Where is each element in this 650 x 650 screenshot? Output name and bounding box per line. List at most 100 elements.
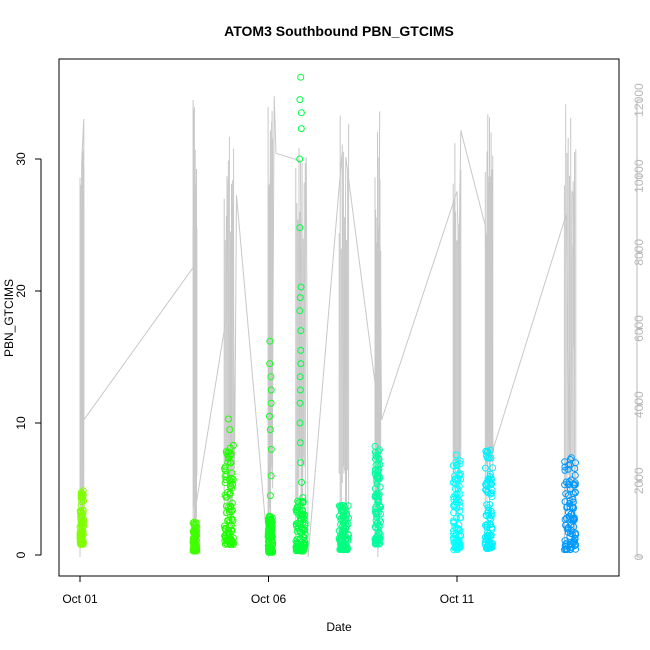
data-point [488,524,496,531]
data-point [562,490,570,498]
data-point [292,547,300,555]
data-point [226,426,234,434]
data-point [266,426,274,434]
data-point [489,464,497,472]
data-point [297,73,305,81]
data-point [297,459,305,467]
data-point [371,485,379,493]
data-point [561,546,568,554]
data-point [78,491,86,499]
x-tick-label: Oct 11 [440,592,475,606]
data-point [484,488,491,496]
data-point [371,523,379,531]
data-point [563,546,571,554]
data-point [371,466,379,474]
data-point [344,530,352,538]
data-point [483,523,491,531]
data-point [190,531,198,538]
secondary-line-series [79,96,577,558]
data-point [374,498,382,506]
data-point [76,531,84,539]
data-point [265,522,273,530]
data-point [228,469,236,477]
data-point [267,386,275,394]
data-point [338,532,346,539]
data-point [485,540,493,548]
data-point [296,155,304,163]
data-point [457,532,465,540]
data-point [78,522,86,530]
data-point [266,337,274,345]
data-point [342,507,350,515]
y2-tick-label: 4000 [632,391,646,418]
data-point [451,476,459,483]
data-point [223,493,231,501]
y-axis-label: PBN_GTCIMS [2,279,16,357]
data-point [295,511,303,519]
data-point [267,445,275,453]
data-point [292,543,300,551]
data-point [296,96,304,104]
data-point [299,534,307,542]
data-point [296,224,304,232]
data-point [571,465,579,472]
data-point [456,514,464,522]
data-point [341,516,349,524]
data-point [569,498,577,506]
x-tick-label: Oct 06 [251,592,287,606]
data-point [561,516,569,523]
data-point [563,504,571,511]
data-point [450,496,458,503]
data-point [455,541,462,549]
data-point [482,485,490,493]
data-point [268,514,276,522]
data-point [189,527,197,535]
data-point [221,465,228,473]
data-point [296,535,304,543]
data-point [483,448,491,456]
data-point [192,546,199,554]
data-point [451,485,459,493]
data-point [565,514,573,522]
data-point [297,327,305,335]
y2-tick-label: 10000 [632,159,646,193]
data-point [572,531,580,539]
y-axis: 0 10 20 30 [14,152,42,558]
x-axis: Oct 01 Oct 06 Oct 11 [62,575,475,606]
data-point [450,517,457,525]
chart-title: ATOM3 Southbound PBN_GTCIMS [224,23,454,39]
data-point [297,346,305,354]
data-point [375,529,383,537]
data-point [79,487,87,495]
data-point [372,510,380,518]
data-point [339,502,347,510]
data-point [226,459,234,466]
data-point [267,373,275,381]
data-point [563,539,571,547]
data-point [571,488,579,496]
data-point [374,448,382,456]
data-point [76,534,84,542]
y2-tick-label: 0 [632,553,646,560]
data-point [269,547,276,555]
data-point [267,399,275,407]
y-tick-label: 0 [14,551,28,558]
data-point [565,480,573,488]
data-point [456,457,464,465]
data-point [227,450,235,458]
data-point [293,503,301,511]
data-point [571,471,579,479]
data-point [372,538,379,546]
data-point [488,489,495,497]
data-point [299,494,307,502]
y2-tick-label: 2000 [632,467,646,494]
data-point [453,490,461,497]
data-point [341,504,349,512]
data-point [571,534,579,542]
data-point [296,373,304,381]
data-point [486,501,494,508]
data-point [226,482,234,490]
data-point [296,399,304,407]
x-tick-label: Oct 01 [62,592,98,606]
data-point [226,536,234,544]
